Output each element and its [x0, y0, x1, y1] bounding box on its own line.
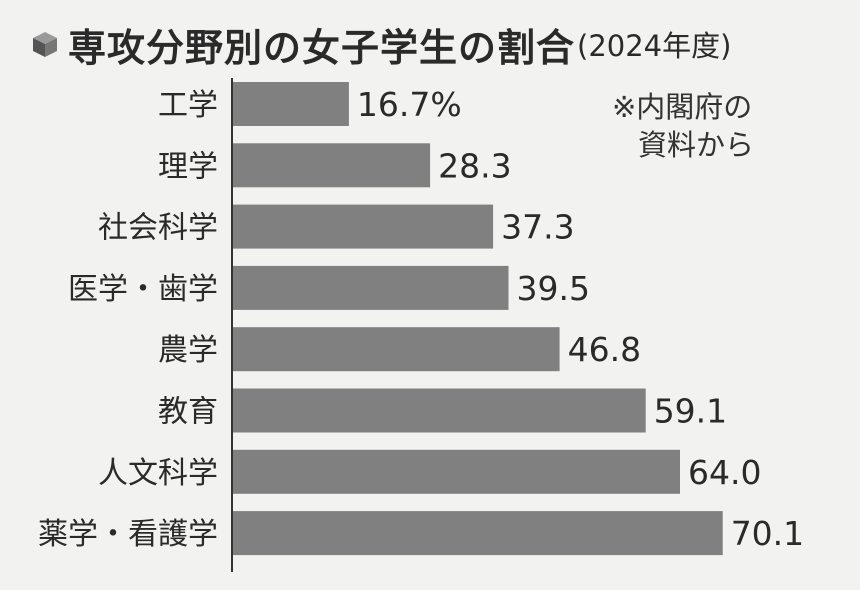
- source-note-line-2: 資料から: [638, 128, 755, 162]
- category-label-2: 理学: [158, 149, 218, 184]
- bar-3: [232, 204, 494, 249]
- cube-icon: [33, 32, 57, 57]
- bar-4: [232, 265, 509, 310]
- value-label-3: 37.3: [501, 208, 574, 247]
- bar-5: [232, 327, 560, 372]
- category-label-8: 薬学・看護学: [38, 517, 218, 552]
- chart-title: 専攻分野別の女子学生の割合: [68, 25, 576, 70]
- chart-subtitle: (2024年度): [577, 29, 732, 63]
- category-label-1: 工学: [158, 88, 218, 123]
- category-label-6: 教育: [158, 395, 218, 430]
- value-label-4: 39.5: [517, 269, 590, 308]
- value-label-5: 46.8: [568, 330, 641, 369]
- category-label-7: 人文科学: [98, 456, 218, 491]
- category-label-4: 医学・歯学: [68, 272, 218, 307]
- bar-8: [232, 511, 723, 556]
- chart-header: 専攻分野別の女子学生の割合 (2024年度): [30, 14, 731, 74]
- bar-1: [232, 82, 349, 126]
- source-note-line-1: ※内閣府の: [612, 90, 753, 124]
- bar-6: [232, 388, 646, 433]
- value-label-8: 70.1: [731, 514, 804, 553]
- value-label-2: 28.3: [438, 146, 511, 185]
- value-label-6: 59.1: [654, 392, 727, 431]
- value-label-7: 64.0: [688, 453, 761, 492]
- source-note: ※内閣府の 資料から: [612, 88, 754, 164]
- value-label-1: 16.7%: [357, 85, 462, 124]
- bar-7: [232, 449, 680, 494]
- category-label-3: 社会科学: [98, 211, 218, 246]
- category-label-5: 農学: [158, 333, 218, 368]
- bar-2: [232, 143, 431, 188]
